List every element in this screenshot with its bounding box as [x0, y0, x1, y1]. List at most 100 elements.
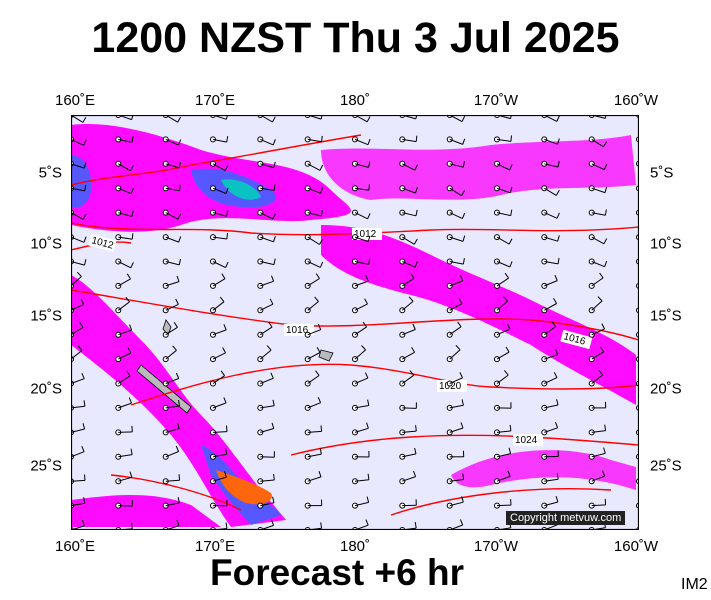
wind-barb-shaft [165, 326, 178, 336]
wind-barb-shaft [496, 163, 510, 171]
wind-barb-feather [462, 258, 465, 265]
wind-barb-feather [82, 520, 85, 527]
wind-barb-feather [130, 165, 134, 172]
wind-barb-shaft [259, 349, 272, 360]
wind-barb-shaft [307, 453, 322, 458]
wind-barb-shaft [71, 212, 84, 220]
wind-barb-shaft [402, 476, 416, 482]
wind-barb-feather [126, 370, 131, 377]
wind-barb-feather [173, 322, 178, 328]
wind-barb-feather [220, 370, 226, 376]
wind-barb-feather [462, 161, 465, 168]
wind-barb-feather [510, 209, 513, 216]
wind-barb-shaft [354, 280, 369, 287]
wind-station-marker [494, 331, 500, 338]
wind-barb-shaft [449, 349, 461, 360]
weather-map: 1012 1012 1016 1016 1020 1024 [71, 115, 639, 530]
wind-station-marker [588, 136, 595, 143]
wind-barb-feather [366, 422, 369, 429]
wind-barb-shaft [307, 138, 322, 143]
bottom-axis-label: 170˚W [473, 538, 519, 555]
wind-barb-feather [80, 298, 85, 305]
forecast-label: Forecast +6 hr [210, 552, 464, 593]
wind-barb-shaft [212, 329, 227, 336]
wind-barb-shaft [212, 163, 226, 172]
wind-station-marker [257, 209, 264, 216]
wind-barb-feather [461, 212, 466, 219]
wind-station-marker [257, 429, 264, 436]
wind-barb-feather [455, 345, 461, 351]
wind-barb-feather [273, 161, 276, 168]
wind-barb-shaft [402, 407, 417, 409]
wind-barb-shaft [496, 351, 510, 360]
wind-barb-feather [272, 139, 276, 146]
wind-barb-feather [172, 345, 177, 351]
wind-station-marker [210, 331, 216, 338]
wind-station-marker [257, 380, 264, 387]
wind-barb-shaft [544, 501, 559, 507]
wind-barb-shaft [118, 187, 132, 195]
isobar-label-text: 1012 [354, 229, 377, 240]
wind-barb-feather [319, 239, 324, 245]
wind-barb-feather [225, 448, 228, 455]
wind-barb-shaft [118, 261, 132, 269]
wind-barb-feather [556, 212, 560, 219]
wind-barb-shaft [591, 300, 603, 311]
wind-barb-shaft [449, 280, 463, 287]
wind-barb-shaft [118, 163, 131, 172]
wind-barb-shaft [71, 261, 85, 266]
wind-barb-shaft [212, 138, 227, 143]
rain-peak-north [221, 179, 261, 200]
wind-barb-feather [315, 273, 320, 279]
wind-barb-shaft [71, 327, 84, 336]
wind-barb-feather [367, 235, 371, 242]
wind-barb-feather [175, 372, 180, 379]
wind-barb-feather [604, 424, 607, 431]
wind-barb-shaft [212, 261, 226, 269]
wind-barb-feather [222, 347, 226, 354]
wind-barb-feather [508, 238, 513, 245]
wind-barb-feather [226, 210, 229, 217]
wind-barb-shaft [354, 236, 369, 243]
wind-barb-shaft [544, 377, 558, 384]
wind-barb-shaft [260, 377, 274, 384]
wind-barb-shaft [496, 277, 509, 287]
isobar-1020 [130, 363, 639, 406]
wind-barb-shaft [260, 456, 275, 458]
top-axis-label: 160˚W [613, 92, 659, 109]
wind-barb-feather [368, 184, 370, 191]
wind-barb-shaft [449, 212, 463, 220]
wind-barb-shaft [165, 163, 180, 169]
wind-barb-feather [459, 275, 464, 282]
wind-barb-feather [219, 296, 225, 303]
wind-barb-shaft [402, 329, 416, 336]
wind-barb-feather [178, 161, 182, 169]
wind-barb-shaft [544, 354, 558, 360]
wind-barb-feather [179, 184, 181, 191]
wind-barb-shaft [165, 138, 179, 146]
wind-barb-feather [131, 233, 134, 240]
wind-barb-shaft [402, 374, 414, 384]
wind-barb-feather [603, 164, 608, 170]
wind-barb-shaft [307, 476, 322, 482]
wind-barb-feather [361, 345, 366, 351]
wind-barb-shaft [449, 138, 463, 145]
wind-barb-feather [223, 397, 227, 404]
wind-barb-shaft [544, 163, 559, 168]
wind-barb-shaft [307, 430, 322, 433]
isobar-label-text: 1016 [286, 325, 309, 336]
wind-station-marker [446, 136, 453, 143]
right-axis-label: 20˚S [650, 380, 682, 398]
wind-barb-shaft [354, 187, 369, 191]
wind-barb-feather [318, 471, 322, 478]
wind-barb-feather [131, 115, 134, 120]
wind-station-marker [541, 136, 548, 143]
right-axis-label: 15˚S [650, 307, 682, 325]
wind-barb-feather [320, 187, 324, 194]
wind-barb-shaft [260, 303, 274, 311]
wind-barb-feather [131, 522, 133, 529]
wind-barb-feather [362, 321, 368, 328]
wind-barb-feather [321, 135, 323, 142]
wind-barb-feather [81, 446, 85, 452]
wind-barb-feather [556, 115, 560, 122]
